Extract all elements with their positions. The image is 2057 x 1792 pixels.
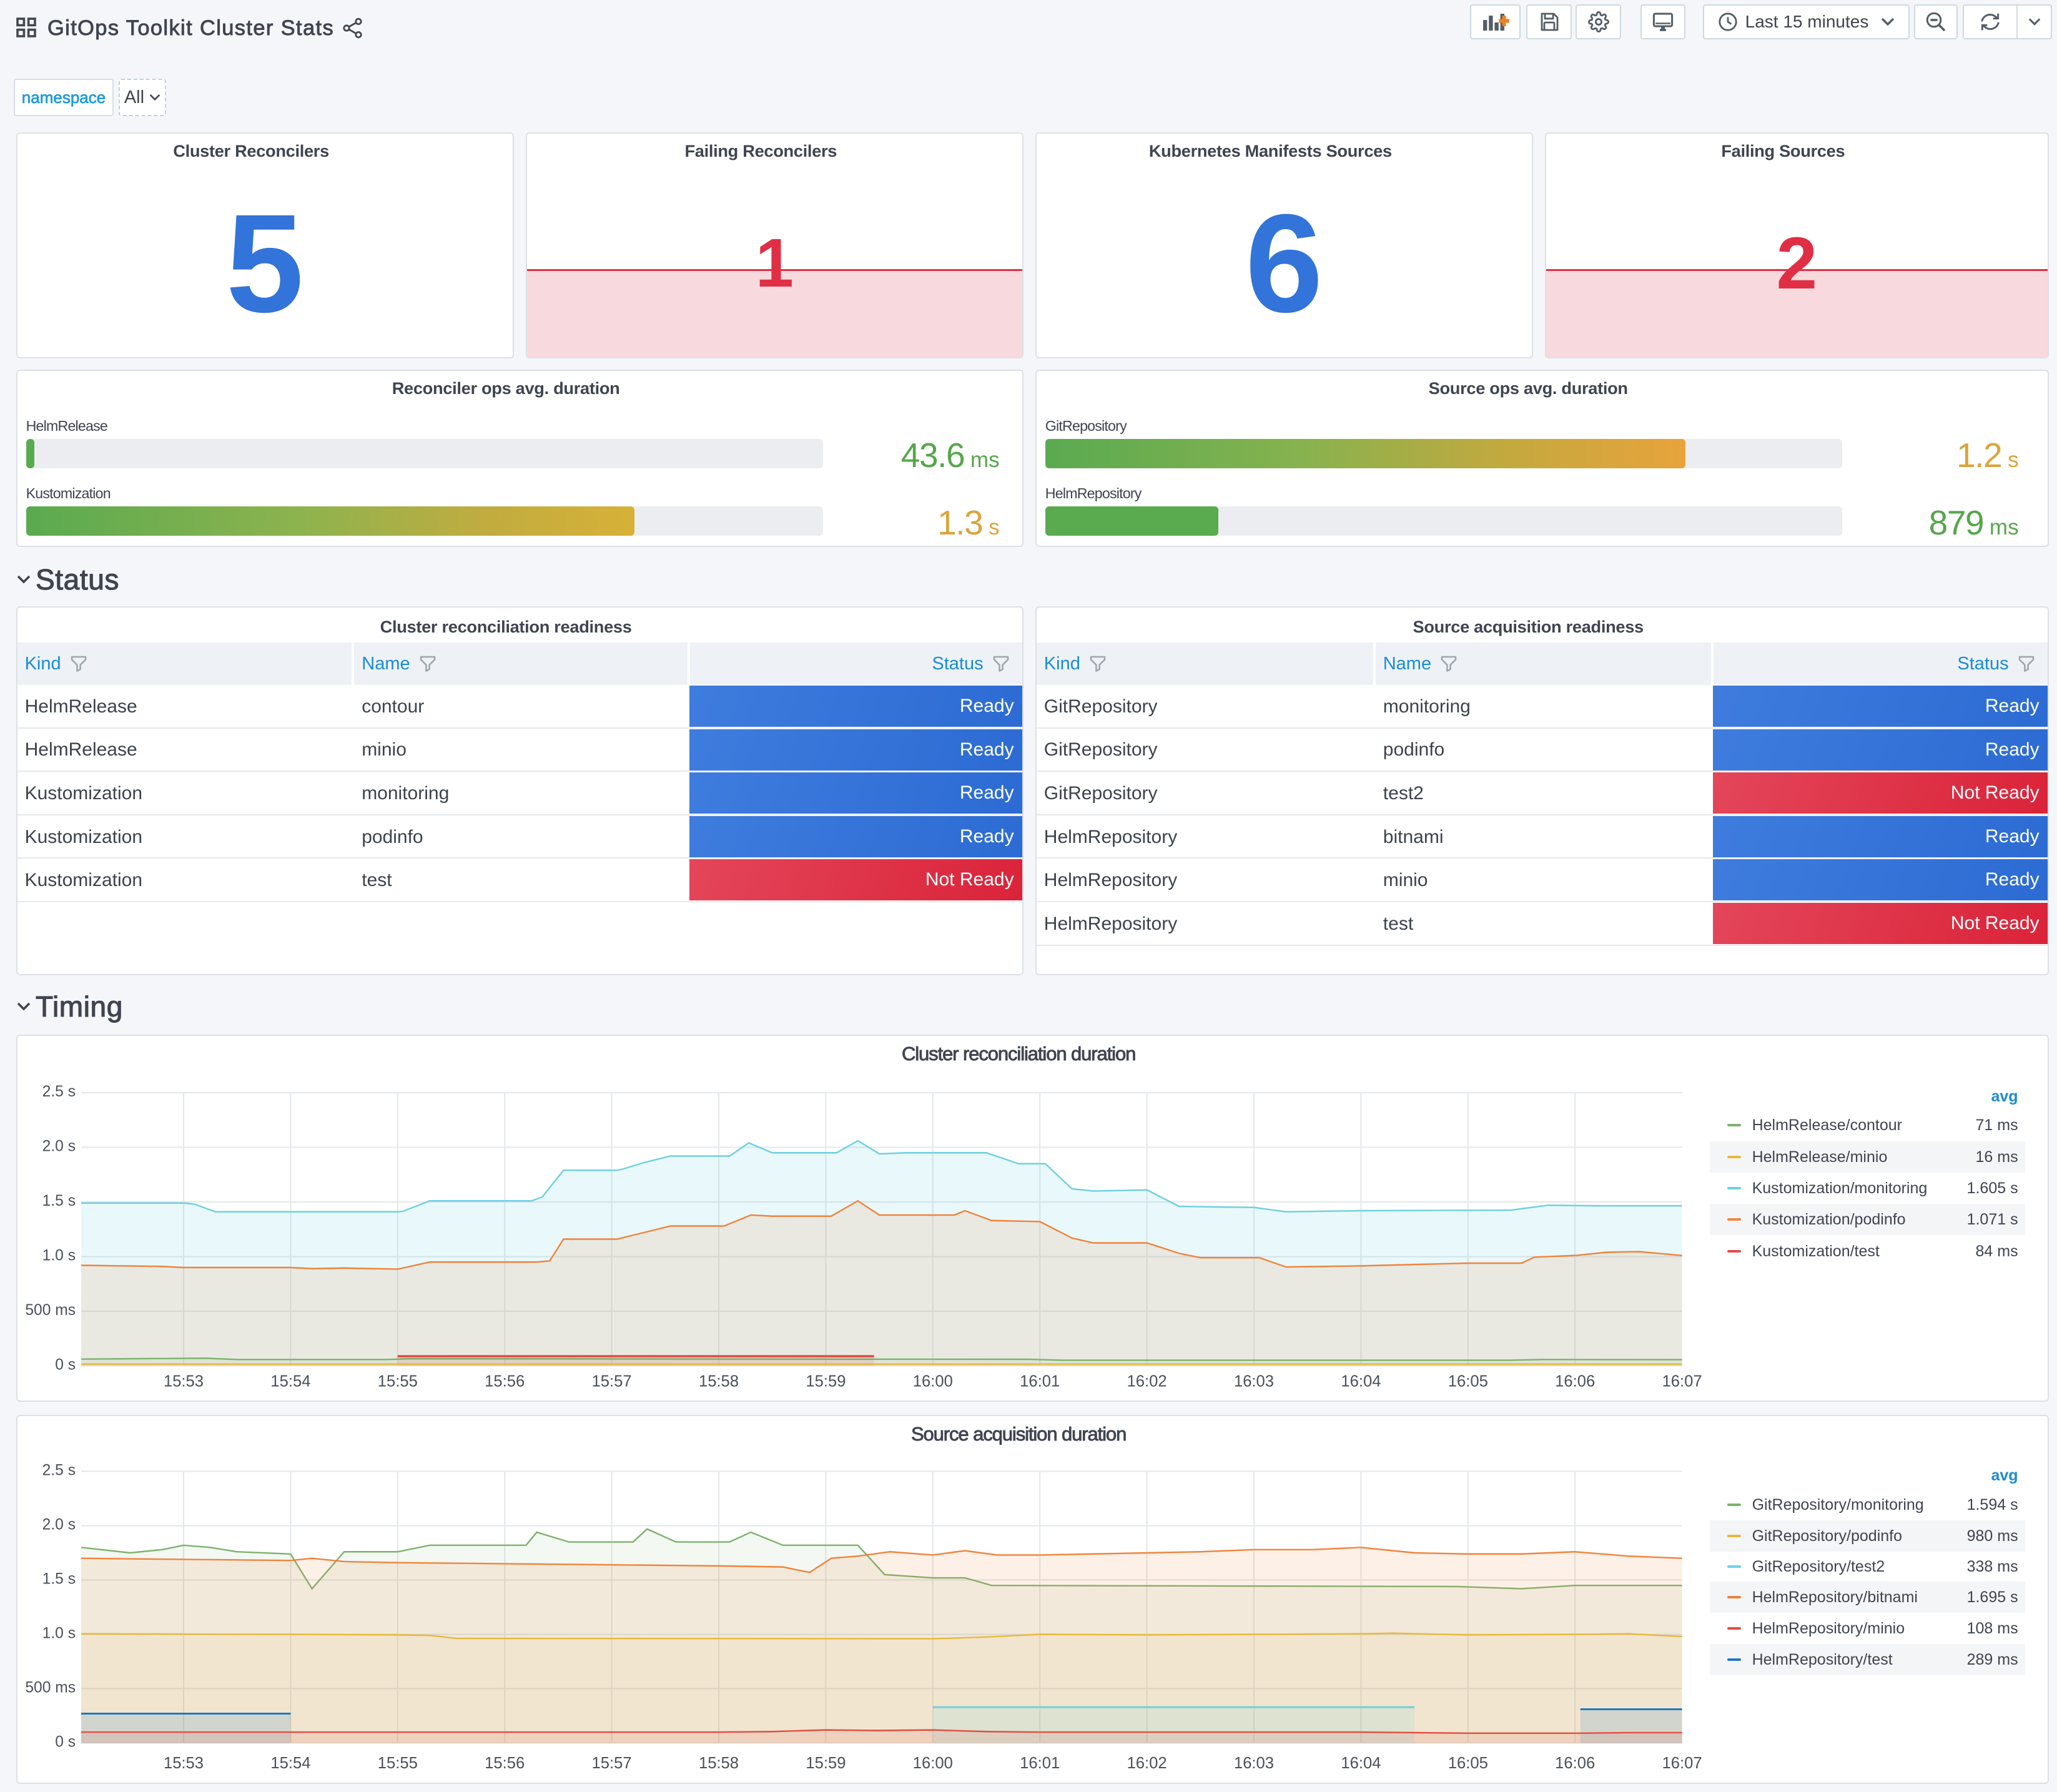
svg-text:16:06: 16:06 <box>1555 1755 1595 1772</box>
svg-text:16:03: 16:03 <box>1234 1755 1274 1772</box>
svg-text:15:55: 15:55 <box>377 1755 417 1772</box>
svg-text:1.5 s: 1.5 s <box>42 1193 75 1209</box>
svg-text:15:55: 15:55 <box>377 1373 417 1391</box>
svg-text:15:54: 15:54 <box>270 1755 310 1772</box>
svg-text:16:07: 16:07 <box>1662 1373 1702 1391</box>
svg-text:2.5 s: 2.5 s <box>42 1462 75 1479</box>
svg-text:15:59: 15:59 <box>806 1373 846 1391</box>
svg-text:16:04: 16:04 <box>1341 1755 1381 1772</box>
svg-text:15:53: 15:53 <box>164 1373 204 1391</box>
svg-text:2.0 s: 2.0 s <box>42 1516 75 1533</box>
svg-text:16:04: 16:04 <box>1341 1373 1381 1391</box>
svg-text:15:56: 15:56 <box>485 1755 525 1772</box>
svg-text:16:01: 16:01 <box>1020 1755 1060 1772</box>
svg-text:500 ms: 500 ms <box>25 1302 76 1319</box>
svg-text:16:01: 16:01 <box>1020 1373 1060 1391</box>
svg-text:15:57: 15:57 <box>591 1373 631 1391</box>
svg-text:16:02: 16:02 <box>1127 1373 1167 1391</box>
svg-text:500 ms: 500 ms <box>25 1679 76 1696</box>
svg-text:1.5 s: 1.5 s <box>42 1570 75 1587</box>
svg-text:0 s: 0 s <box>55 1733 76 1750</box>
svg-text:0 s: 0 s <box>55 1356 76 1373</box>
svg-text:16:05: 16:05 <box>1448 1755 1487 1772</box>
svg-text:15:54: 15:54 <box>270 1373 310 1391</box>
svg-text:15:58: 15:58 <box>699 1755 739 1772</box>
svg-text:15:59: 15:59 <box>806 1755 846 1772</box>
svg-text:16:00: 16:00 <box>912 1755 952 1772</box>
svg-text:15:58: 15:58 <box>699 1373 739 1391</box>
svg-text:16:03: 16:03 <box>1234 1373 1274 1391</box>
svg-text:16:00: 16:00 <box>912 1373 952 1391</box>
svg-text:1.0 s: 1.0 s <box>42 1248 75 1264</box>
svg-text:2.5 s: 2.5 s <box>42 1083 75 1100</box>
svg-text:16:02: 16:02 <box>1127 1755 1167 1772</box>
svg-text:15:53: 15:53 <box>164 1755 204 1772</box>
svg-text:1.0 s: 1.0 s <box>42 1625 75 1642</box>
svg-text:15:56: 15:56 <box>485 1373 525 1391</box>
svg-text:2.0 s: 2.0 s <box>42 1138 75 1154</box>
svg-text:16:07: 16:07 <box>1662 1755 1702 1772</box>
svg-text:15:57: 15:57 <box>591 1755 631 1772</box>
svg-text:16:06: 16:06 <box>1555 1373 1595 1391</box>
svg-text:16:05: 16:05 <box>1448 1373 1487 1391</box>
